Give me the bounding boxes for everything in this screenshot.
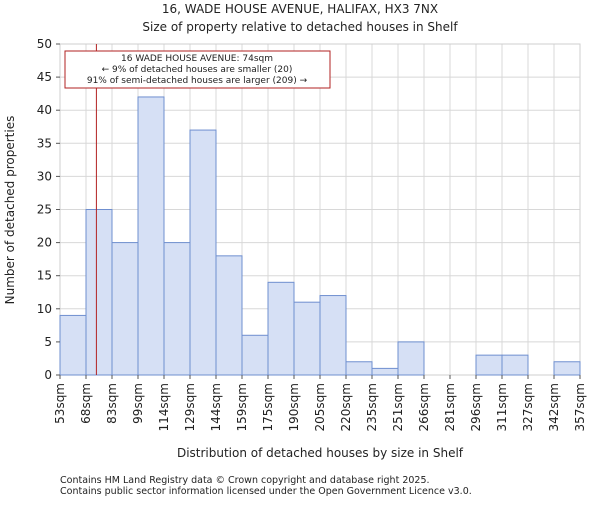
y-tick-label-2: 10	[37, 302, 52, 316]
bar-2	[111, 242, 139, 376]
y-tick-label-0: 0	[44, 368, 52, 382]
x-tick-label-8: 175sqm	[261, 383, 275, 431]
chart-title-line2: Size of property relative to detached ho…	[142, 20, 458, 34]
bar-17	[501, 354, 529, 376]
x-tick-label-1: 68sqm	[79, 383, 93, 424]
annotation-line2: ← 9% of detached houses are smaller (20)	[102, 65, 293, 75]
x-tick-label-19: 342sqm	[547, 383, 561, 431]
y-tick-label-7: 35	[37, 136, 52, 150]
y-tick-label-3: 15	[37, 269, 52, 283]
x-tick-label-11: 220sqm	[339, 383, 353, 431]
footer-line1: Contains HM Land Registry data © Crown c…	[60, 475, 430, 486]
x-tick-label-9: 190sqm	[287, 383, 301, 431]
x-tick-label-6: 144sqm	[209, 383, 223, 431]
x-tick-label-7: 159sqm	[235, 383, 249, 431]
bar-19	[553, 361, 581, 376]
bar-0	[59, 314, 87, 376]
x-tick-label-15: 281sqm	[443, 383, 457, 431]
bar-12	[371, 367, 399, 376]
bar-10	[319, 295, 347, 376]
bar-11	[345, 361, 373, 376]
annotation-box: 16 WADE HOUSE AVENUE: 74sqm ← 9% of deta…	[64, 50, 331, 89]
x-tick-label-5: 129sqm	[183, 383, 197, 431]
bar-6	[215, 255, 243, 376]
x-tick-label-2: 83sqm	[105, 383, 119, 424]
annotation-line1: 16 WADE HOUSE AVENUE: 74sqm	[121, 54, 273, 64]
x-axis-label: Distribution of detached houses by size …	[177, 446, 464, 460]
x-tick-label-16: 296sqm	[469, 383, 483, 431]
y-tick-label-5: 25	[37, 203, 52, 217]
y-tick-label-9: 45	[37, 70, 52, 84]
annotation-frame	[64, 50, 331, 89]
x-tick-label-20: 357sqm	[573, 383, 587, 431]
bar-5	[189, 129, 217, 376]
bars-layer	[59, 96, 581, 376]
x-axis-ticks: 53sqm 68sqm 83sqm 99sqm 114sqm 129sqm 144sqm 15…	[53, 375, 587, 431]
x-tick-label-14: 266sqm	[417, 383, 431, 431]
footer-line2: Contains public sector information licen…	[60, 486, 472, 497]
y-tick-label-10: 50	[37, 37, 52, 51]
x-tick-label-12: 235sqm	[365, 383, 379, 431]
bar-9	[293, 301, 321, 376]
annotation-line3: 91% of semi-detached houses are larger (…	[87, 76, 308, 86]
bar-1	[85, 209, 113, 376]
bar-4	[163, 242, 191, 376]
bar-8	[267, 281, 295, 376]
bar-16	[475, 354, 503, 376]
y-tick-label-1: 5	[44, 335, 52, 349]
y-axis-ticks: 0 5 10 15 20 25 30 35 40 45 50	[37, 37, 60, 382]
y-tick-label-4: 20	[37, 236, 52, 250]
bar-3	[137, 96, 165, 376]
y-tick-label-8: 40	[37, 103, 52, 117]
y-axis-label: Number of detached properties	[3, 116, 17, 305]
x-tick-label-17: 311sqm	[495, 383, 509, 431]
x-tick-label-3: 99sqm	[131, 383, 145, 424]
x-tick-label-10: 205sqm	[313, 383, 327, 431]
bar-13	[397, 341, 425, 376]
y-tick-label-6: 30	[37, 169, 52, 183]
chart-title-line1: 16, WADE HOUSE AVENUE, HALIFAX, HX3 7NX	[162, 2, 438, 16]
bar-7	[241, 334, 269, 376]
x-tick-label-18: 327sqm	[521, 383, 535, 431]
x-tick-label-0: 53sqm	[53, 383, 67, 424]
x-tick-label-13: 251sqm	[391, 383, 405, 431]
x-tick-label-4: 114sqm	[157, 383, 171, 431]
